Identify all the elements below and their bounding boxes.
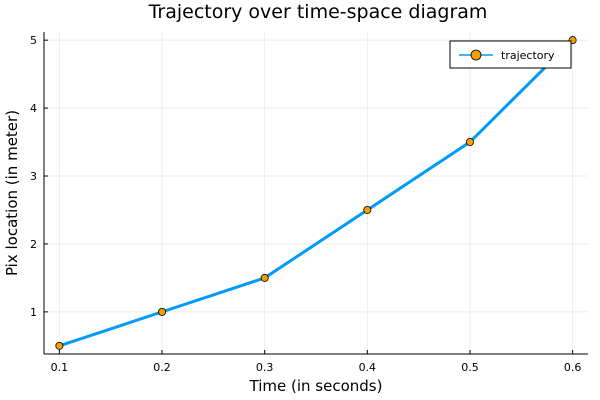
y-tick-label: 1	[30, 306, 37, 319]
x-axis-title: Time (in seconds)	[249, 377, 383, 395]
data-point	[363, 205, 372, 214]
y-tick-label: 5	[30, 34, 37, 47]
y-tick-label: 4	[30, 102, 37, 115]
x-tick-label: 0.4	[359, 361, 377, 374]
x-tick-label: 0.2	[153, 361, 171, 374]
legend: trajectory	[449, 40, 572, 69]
chart-title: Trajectory over time-space diagram	[148, 1, 488, 23]
data-point	[158, 307, 167, 316]
x-tick-label: 0.3	[256, 361, 274, 374]
ticks: 0.1 0.2 0.3 0.4 0.5 0.6 1 2 3 4 5	[30, 34, 581, 374]
y-tick-label: 2	[30, 238, 37, 251]
legend-label: trajectory	[501, 49, 555, 62]
x-tick-label: 0.6	[564, 361, 582, 374]
legend-marker-swatch	[470, 49, 482, 61]
grid	[44, 32, 588, 354]
x-tick-label: 0.1	[51, 361, 69, 374]
data-point	[260, 273, 269, 282]
series-layer	[55, 36, 577, 350]
y-tick-label: 3	[30, 170, 37, 183]
series-line	[58, 39, 574, 348]
y-axis-title: Pix location (in meter)	[3, 110, 21, 276]
data-point	[465, 138, 474, 147]
plot-frame	[43, 32, 588, 355]
data-point	[55, 341, 64, 350]
x-tick-label: 0.5	[461, 361, 479, 374]
